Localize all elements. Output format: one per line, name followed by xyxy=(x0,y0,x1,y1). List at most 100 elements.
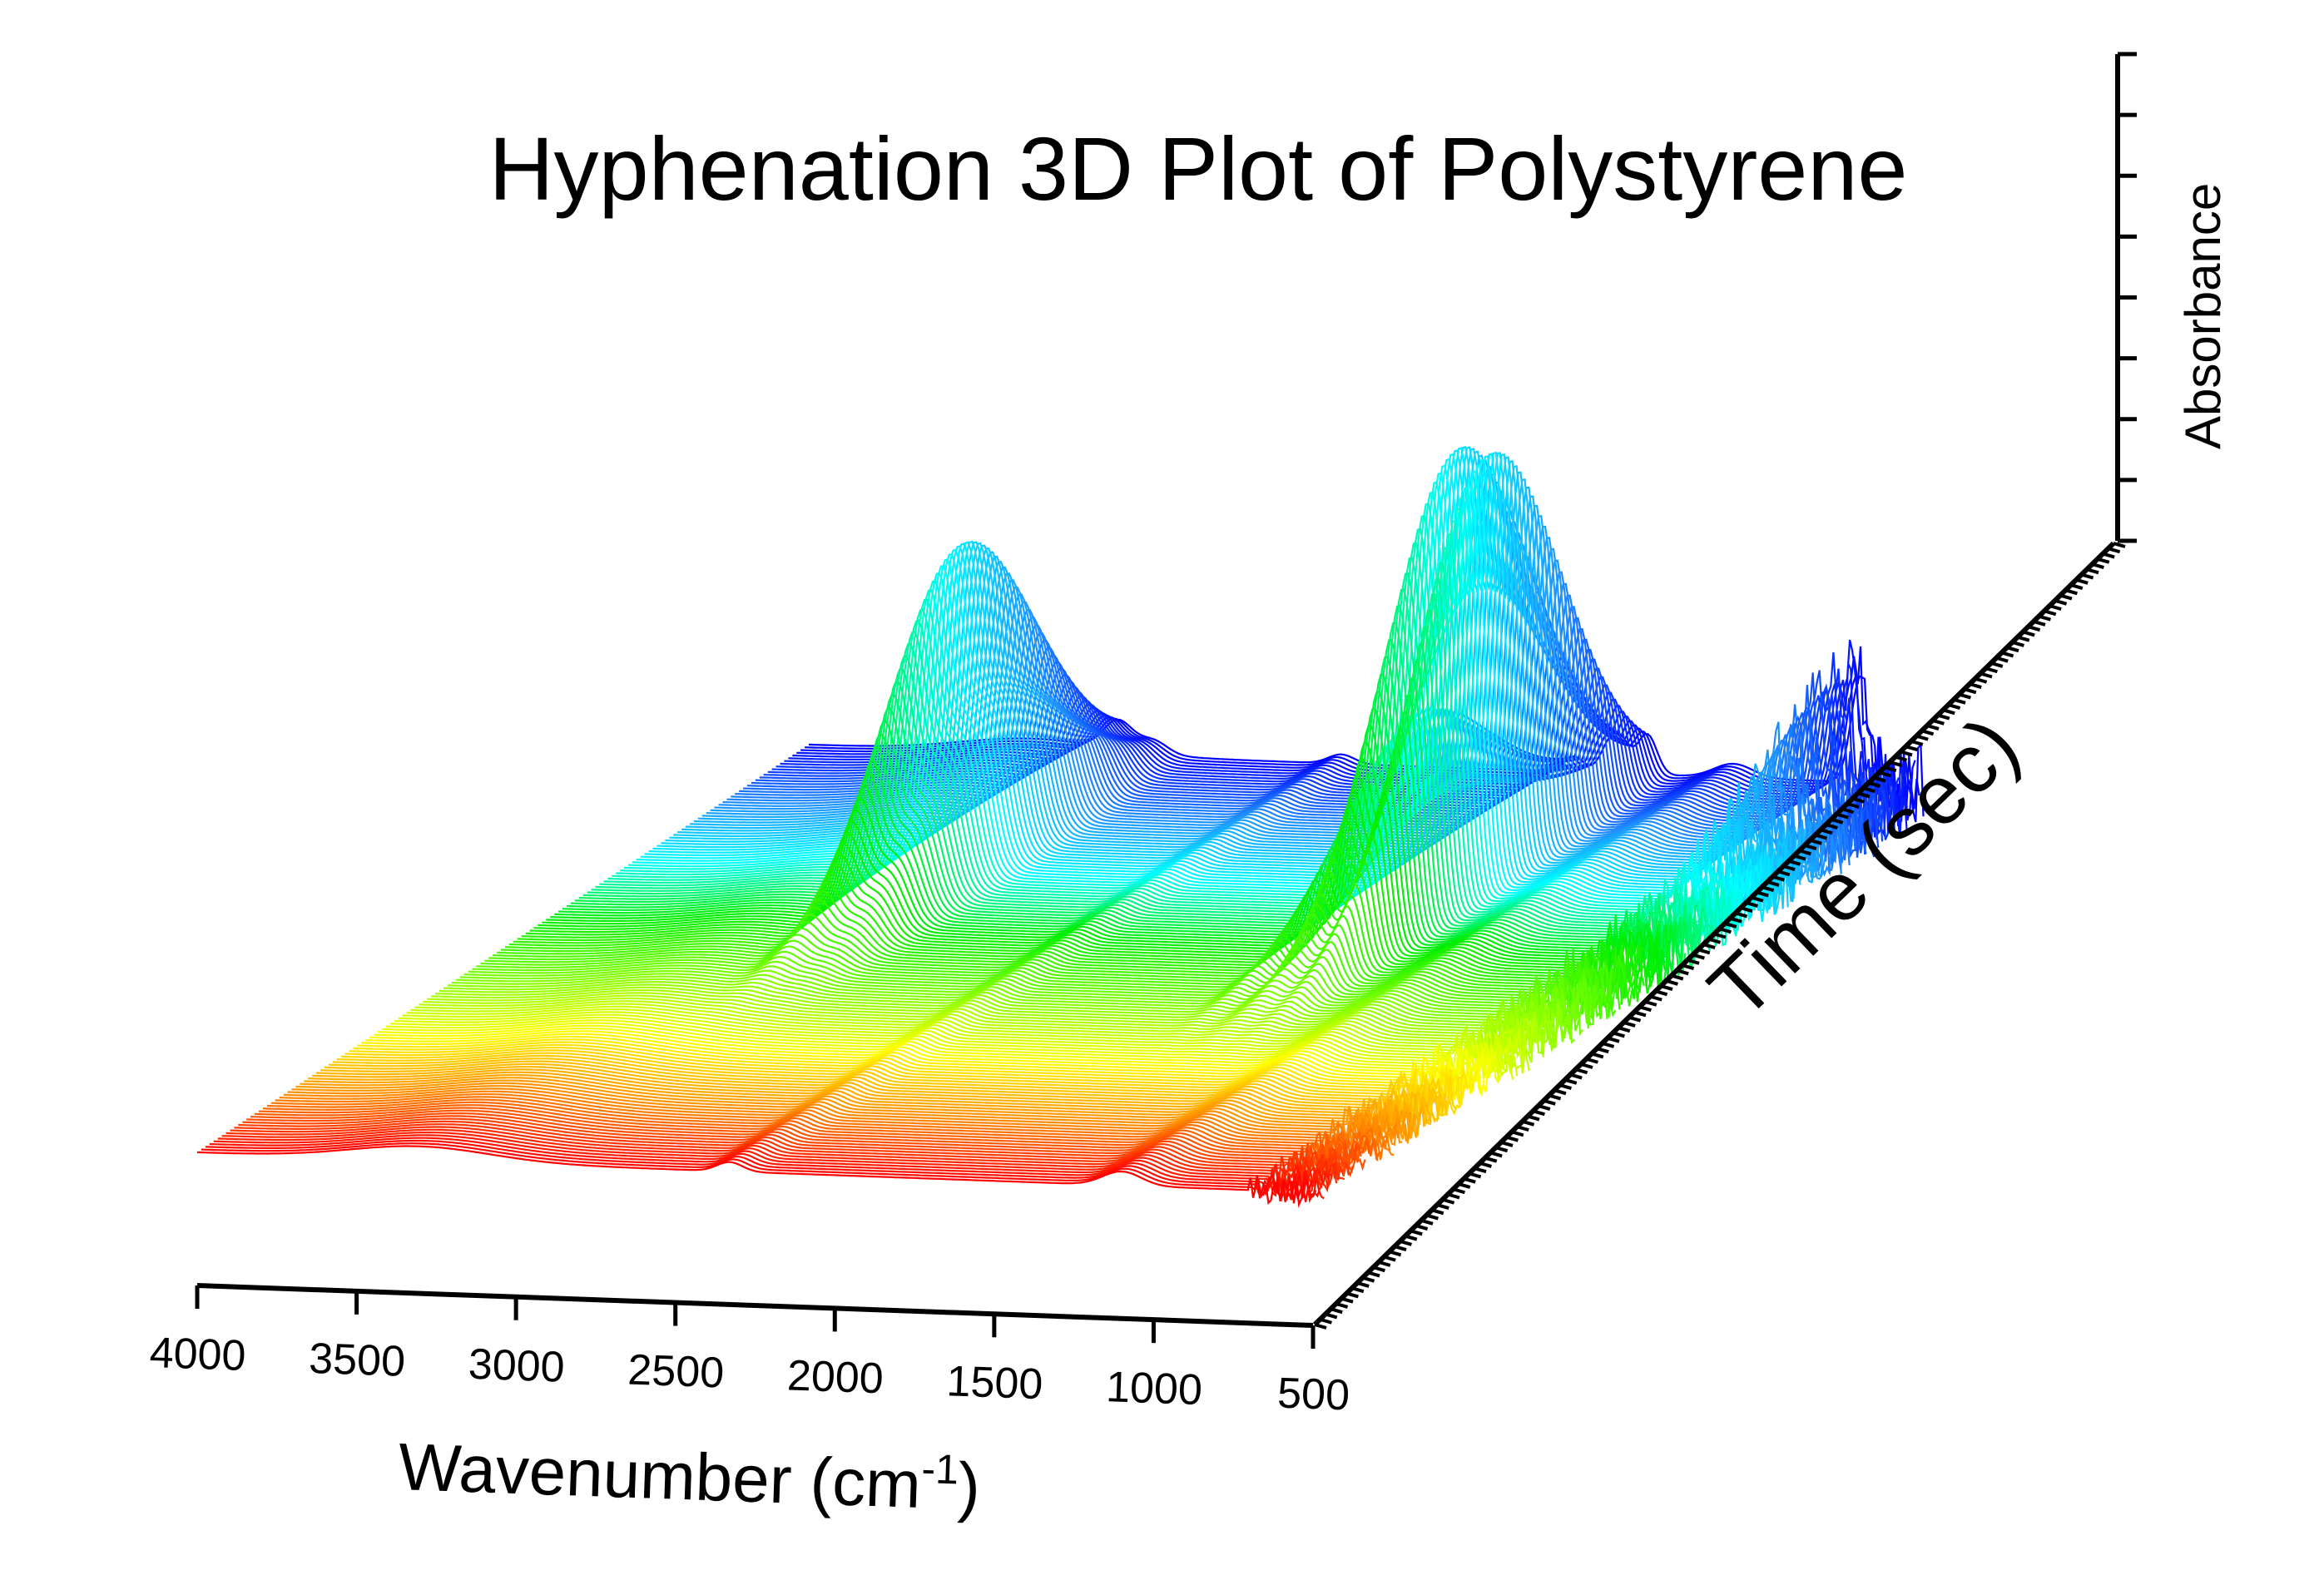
time-tick-mark xyxy=(1564,1077,1578,1085)
spectrum-line xyxy=(607,542,1723,942)
time-tick-mark xyxy=(1745,901,1758,908)
spectrum-line xyxy=(312,1068,1428,1132)
time-tick-mark xyxy=(2054,598,2068,606)
spectrum-line xyxy=(414,1000,1530,1072)
wavenumber-tick-label: 1500 xyxy=(946,1357,1044,1409)
time-tick-mark xyxy=(1771,874,1785,882)
spectrum-line xyxy=(324,1060,1439,1127)
spectrum-line xyxy=(476,950,1592,1032)
time-tick-mark xyxy=(2081,572,2094,580)
wavenumber-axis-label: Wavenumber (cm xyxy=(397,1429,922,1522)
time-tick-mark xyxy=(1926,724,1940,731)
spectrum-line xyxy=(213,1134,1330,1194)
time-tick-mark xyxy=(1942,708,1955,716)
time-tick-mark xyxy=(1372,1266,1385,1273)
time-tick-mark xyxy=(1692,953,1705,960)
wavenumber-ticks: 4000 3500 3000 2500 2000 1500 1000 500 xyxy=(149,1285,1350,1420)
time-tick-mark xyxy=(1575,1067,1588,1075)
time-tick-mark xyxy=(1495,1146,1509,1153)
spectra-series-group xyxy=(196,445,1925,1208)
spectrum-line xyxy=(767,681,1884,842)
time-tick-mark xyxy=(1596,1047,1609,1054)
time-tick-mark xyxy=(1612,1031,1625,1038)
time-tick-mark xyxy=(1389,1250,1402,1257)
time-tick-mark xyxy=(1862,786,1876,794)
time-tick-mark xyxy=(1671,973,1684,981)
time-tick-mark xyxy=(2102,552,2115,559)
wavenumber-axis: 4000 3500 3000 2500 2000 1500 1000 500 Wavenumb… xyxy=(149,1283,1350,1524)
spectrum-line xyxy=(419,997,1534,1067)
time-tick-mark xyxy=(1378,1260,1391,1267)
time-tick-mark xyxy=(1975,676,1988,684)
time-tick-mark xyxy=(1314,1323,1327,1330)
time-tick-mark xyxy=(1325,1312,1338,1320)
time-tick-mark xyxy=(1851,796,1865,804)
time-tick-mark xyxy=(1713,932,1727,939)
time-tick-mark xyxy=(2108,547,2121,554)
time-tick-mark xyxy=(2028,625,2041,632)
time-tick-mark xyxy=(1628,1015,1642,1023)
time-tick-mark xyxy=(1793,854,1806,861)
time-tick-mark xyxy=(1985,666,1998,674)
time-tick-mark xyxy=(2075,577,2089,585)
spectrum-line xyxy=(365,1033,1481,1100)
spectrum-line xyxy=(472,955,1588,1035)
time-tick-mark xyxy=(1915,734,1929,741)
spectrum-line xyxy=(344,1047,1460,1116)
time-tick-mark xyxy=(2006,646,2019,653)
time-tick-mark xyxy=(1436,1203,1449,1210)
time-tick-mark xyxy=(2097,557,2110,564)
spectrum-line xyxy=(677,459,1793,906)
spectrum-line xyxy=(497,920,1613,1018)
spectrum-line xyxy=(304,1073,1420,1140)
time-tick-mark xyxy=(1484,1156,1498,1163)
spectrum-line xyxy=(340,1049,1457,1118)
time-tick-mark xyxy=(2091,562,2104,569)
spectrum-line xyxy=(394,1013,1510,1081)
time-tick-mark xyxy=(1607,1036,1620,1043)
wavenumber-axis-label-suffix: ) xyxy=(957,1449,982,1524)
spectrum-line xyxy=(570,691,1687,973)
spectrum-line xyxy=(295,1079,1411,1147)
time-tick-mark xyxy=(1553,1088,1567,1096)
spectrum-line xyxy=(258,1104,1375,1165)
time-tick-mark xyxy=(1708,937,1722,944)
time-tick-mark xyxy=(1724,922,1737,929)
time-tick-mark xyxy=(1340,1296,1354,1304)
time-tick-mark xyxy=(1953,697,1966,705)
time-tick-mark xyxy=(1804,844,1817,851)
time-tick-mark xyxy=(2064,588,2078,596)
spectrum-line xyxy=(443,981,1559,1048)
spectrum-line xyxy=(205,1139,1321,1204)
time-tick-mark xyxy=(1633,1010,1647,1018)
time-tick-mark xyxy=(1474,1166,1487,1174)
time-tick-mark xyxy=(1702,943,1716,949)
spectrum-line xyxy=(627,481,1744,936)
spectrum-line xyxy=(246,1112,1362,1174)
time-tick-mark xyxy=(1569,1072,1583,1080)
spectrum-line xyxy=(439,983,1555,1055)
spectrum-line xyxy=(587,622,1703,964)
time-tick-mark xyxy=(1995,656,2009,663)
spectrum-line xyxy=(488,934,1604,1026)
time-tick-mark xyxy=(1442,1197,1455,1205)
spectrum-line xyxy=(578,656,1695,969)
wavenumber-tick-label: 3000 xyxy=(468,1340,566,1392)
time-tick-mark xyxy=(1356,1280,1370,1288)
spectrum-line xyxy=(718,555,1834,879)
time-tick-mark xyxy=(1591,1052,1604,1059)
spectrum-line xyxy=(423,994,1539,1066)
spectrum-line xyxy=(644,453,1761,924)
spectrum-line xyxy=(332,1054,1449,1122)
time-tick-mark xyxy=(1649,994,1662,1002)
spectrum-line xyxy=(636,464,1752,931)
spectrum-line xyxy=(328,1057,1444,1126)
spectrum-line xyxy=(616,514,1732,947)
spectrum-line xyxy=(554,757,1670,988)
time-tick-mark xyxy=(1447,1192,1460,1200)
time-tick-mark xyxy=(1345,1291,1359,1299)
time-tick-mark xyxy=(1420,1218,1434,1226)
spectrum-line xyxy=(562,725,1678,976)
spectrum-line xyxy=(431,989,1547,1057)
